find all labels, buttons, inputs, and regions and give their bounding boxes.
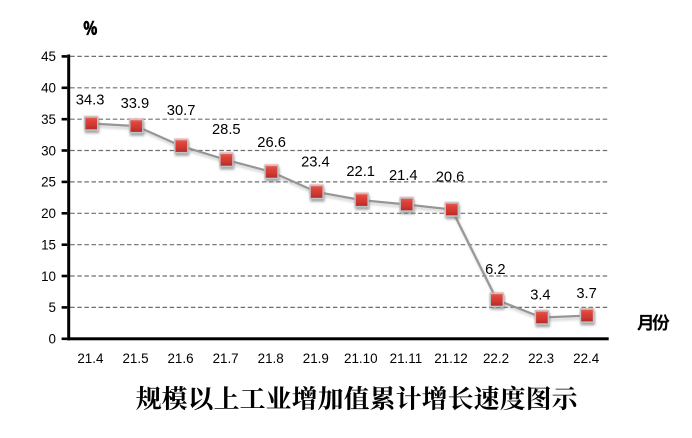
svg-text:23.4: 23.4 [301, 154, 330, 170]
svg-text:21.4: 21.4 [77, 351, 104, 366]
svg-text:21.10: 21.10 [344, 351, 378, 366]
svg-text:30: 30 [41, 143, 56, 158]
svg-text:0: 0 [49, 332, 56, 347]
svg-text:21.4: 21.4 [389, 168, 418, 184]
svg-text:20: 20 [41, 206, 56, 221]
svg-text:21.9: 21.9 [303, 351, 329, 366]
svg-text:21.8: 21.8 [258, 351, 284, 366]
svg-text:34.3: 34.3 [76, 93, 105, 109]
svg-text:15: 15 [41, 238, 56, 253]
svg-text:22.2: 22.2 [483, 351, 509, 366]
svg-text:21.5: 21.5 [122, 351, 148, 366]
svg-text:21.6: 21.6 [167, 351, 193, 366]
svg-text:22.1: 22.1 [346, 164, 375, 180]
svg-text:3.7: 3.7 [576, 286, 596, 302]
svg-text:10: 10 [41, 269, 56, 284]
svg-text:25: 25 [41, 175, 56, 190]
svg-text:6.2: 6.2 [485, 262, 505, 278]
svg-text:3.4: 3.4 [530, 287, 550, 303]
svg-text:26.6: 26.6 [257, 135, 286, 151]
svg-text:22.4: 22.4 [573, 351, 600, 366]
svg-text:40: 40 [41, 81, 56, 96]
svg-text:22.3: 22.3 [528, 351, 554, 366]
svg-text:28.5: 28.5 [212, 122, 241, 138]
svg-text:21.12: 21.12 [434, 351, 468, 366]
svg-text:45: 45 [41, 49, 56, 64]
svg-text:35: 35 [41, 112, 56, 127]
svg-text:21.7: 21.7 [213, 351, 239, 366]
svg-text:21.11: 21.11 [390, 351, 423, 366]
svg-text:5: 5 [49, 300, 56, 315]
svg-text:20.6: 20.6 [436, 169, 465, 185]
svg-text:30.7: 30.7 [167, 103, 196, 119]
svg-text:33.9: 33.9 [121, 96, 150, 112]
